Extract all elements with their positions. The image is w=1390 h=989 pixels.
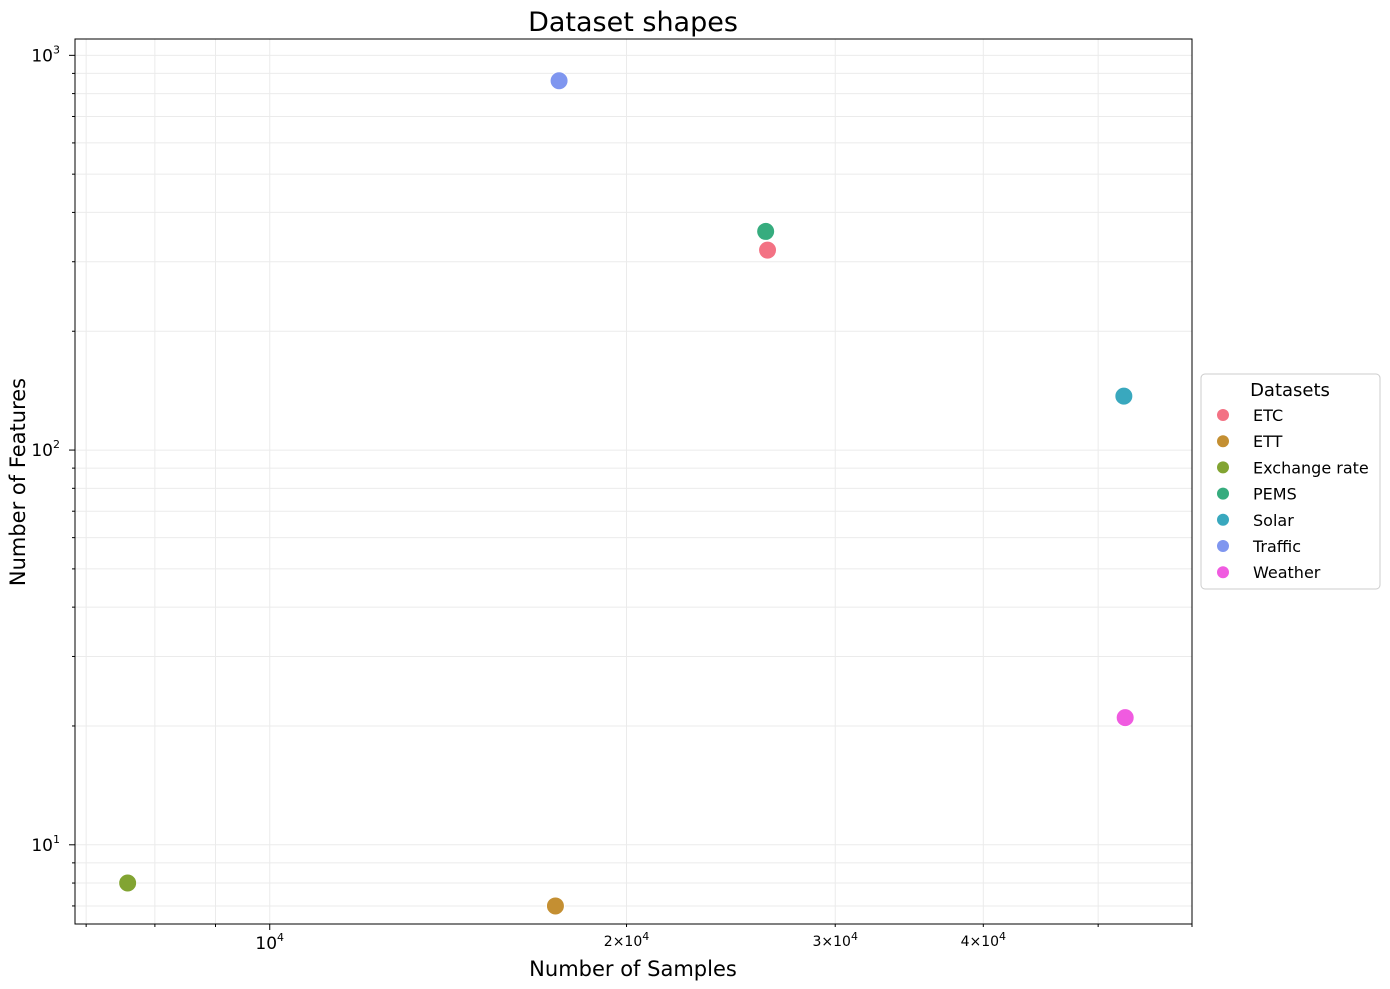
legend-label: Solar [1253, 511, 1294, 530]
legend-label: PEMS [1253, 485, 1297, 504]
x-tick-label: 3×104 [812, 930, 857, 950]
plot-area-frame [74, 38, 1193, 925]
x-axis-label: Number of Samples [529, 957, 737, 981]
legend-box [1200, 373, 1381, 590]
x-tick-exponent: 4 [277, 931, 284, 944]
legend-marker [1217, 409, 1229, 421]
x-tick-exponent: 4 [642, 930, 649, 943]
legend-label: Traffic [1252, 537, 1301, 556]
x-tick-base: 10 [624, 934, 642, 950]
data-point [1115, 708, 1135, 728]
legend-items: ETC ETT Exchange rate PEMS Solar Traffic Weath… [1217, 406, 1369, 582]
legend-title: Datasets [1250, 380, 1330, 401]
legend-label: ETC [1253, 406, 1283, 425]
x-tick-coef: 3× [812, 934, 833, 950]
legend-marker [1217, 540, 1229, 552]
x-tick-exponent: 4 [851, 930, 858, 943]
legend-label: Weather [1253, 563, 1321, 582]
y-axis-label: Number of Features [6, 378, 30, 586]
legend-marker [1217, 461, 1229, 474]
chart-title: Dataset shapes [528, 7, 738, 38]
data-point [1114, 386, 1134, 406]
y-tick-base: 10 [31, 836, 53, 856]
y-tick-exponent: 1 [53, 833, 60, 846]
data-point [545, 896, 565, 916]
legend-label: Exchange rate [1253, 458, 1369, 477]
x-tick-base: 10 [981, 934, 999, 950]
legend-label: ETT [1253, 432, 1283, 451]
y-tick-exponent: 2 [53, 438, 60, 451]
data-points [118, 71, 1135, 916]
x-tick-label: 2×104 [604, 930, 649, 950]
legend-marker [1217, 513, 1229, 526]
x-tick-label: 4×104 [961, 930, 1006, 950]
y-tick-label: 102 [31, 438, 60, 461]
data-point [118, 873, 138, 893]
x-tick-label: 104 [255, 931, 284, 954]
y-tick-exponent: 3 [53, 43, 60, 56]
data-point [549, 71, 569, 91]
y-tick-base: 10 [31, 441, 53, 461]
x-tick-coef: 2× [604, 934, 625, 950]
x-tick-base: 10 [833, 934, 851, 950]
legend-marker [1217, 487, 1229, 500]
y-tick-label: 101 [31, 833, 60, 856]
x-tick-base: 10 [255, 934, 277, 954]
data-point [756, 221, 776, 241]
legend-marker [1217, 566, 1229, 579]
legend-marker [1217, 435, 1229, 448]
y-tick-label: 103 [31, 43, 60, 66]
y-tick-base: 10 [31, 46, 53, 66]
grid [75, 39, 1193, 924]
x-tick-coef: 4× [961, 934, 982, 950]
data-point [758, 240, 778, 260]
legend: Datasets ETC ETT Exchange rate PEMS Solar Tra… [1200, 373, 1381, 590]
x-tick-exponent: 4 [999, 930, 1006, 943]
